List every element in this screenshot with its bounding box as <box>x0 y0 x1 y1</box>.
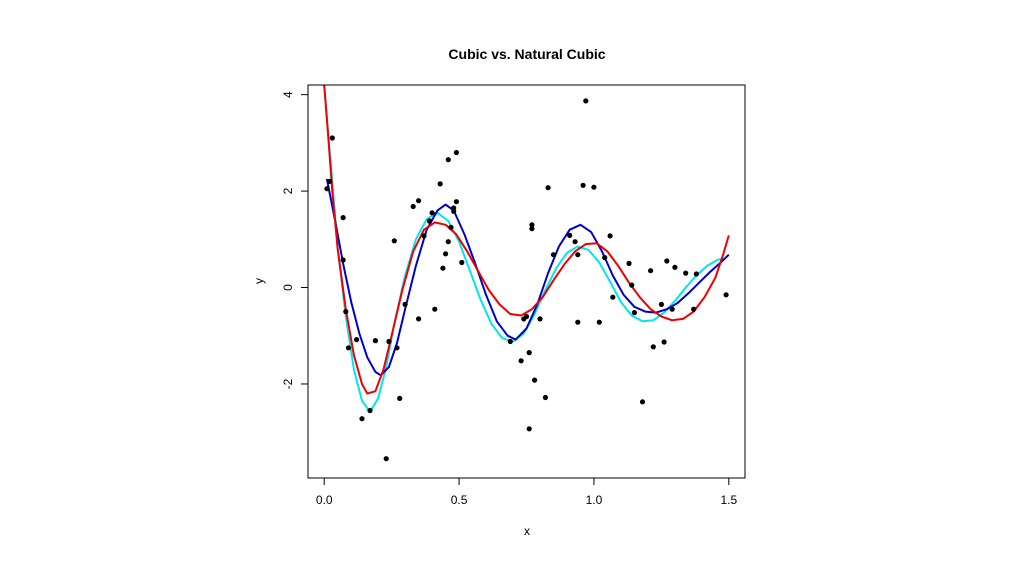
data-point <box>532 377 538 383</box>
data-point <box>610 294 616 300</box>
data-point <box>453 199 459 205</box>
data-point <box>639 399 646 405</box>
data-point <box>664 258 670 264</box>
data-point <box>596 319 602 325</box>
data-point <box>445 239 451 245</box>
data-point <box>723 292 729 298</box>
data-point <box>602 255 608 261</box>
data-point <box>691 306 697 312</box>
x-axis: 0.0 0.5 1.0 1.5 <box>316 477 737 507</box>
data-point <box>591 184 597 190</box>
data-point <box>448 224 454 230</box>
x-tick-label: 1.0 <box>586 493 603 507</box>
data-point <box>416 198 422 204</box>
data-point <box>648 268 654 274</box>
plot-frame <box>307 84 746 479</box>
y-tick-label: 0 <box>281 284 295 291</box>
data-point <box>575 252 581 258</box>
data-point <box>693 271 700 277</box>
data-point <box>523 313 530 320</box>
data-point <box>526 350 532 356</box>
data-point <box>372 338 378 344</box>
data-point <box>327 178 333 184</box>
data-point <box>324 186 330 192</box>
y-tick-label: 2 <box>281 187 295 194</box>
data-point <box>518 358 524 364</box>
data-point <box>583 98 589 104</box>
data-point <box>367 407 373 414</box>
data-point <box>529 222 535 228</box>
data-point <box>394 345 400 351</box>
data-point <box>354 337 360 343</box>
data-point <box>421 233 427 239</box>
data-point <box>529 226 535 232</box>
x-tick-label: 0.0 <box>316 493 333 507</box>
data-point <box>545 185 551 191</box>
data-point <box>432 306 438 312</box>
data-point <box>343 309 349 315</box>
x-tick-label: 0.5 <box>451 493 468 507</box>
data-point <box>537 316 543 322</box>
data-point <box>445 157 451 163</box>
x-tick-label: 1.5 <box>720 493 737 507</box>
y-tick-label: 4 <box>281 91 295 98</box>
data-point <box>669 306 675 312</box>
data-point <box>451 208 457 214</box>
data-point <box>429 210 435 216</box>
data-point <box>567 232 573 238</box>
data-point <box>459 259 465 266</box>
data-point <box>453 149 459 156</box>
fit-curve-2 <box>325 178 730 377</box>
data-point <box>658 301 665 307</box>
data-point <box>426 218 432 224</box>
data-point <box>359 416 365 422</box>
data-point <box>626 260 632 266</box>
data-point <box>397 395 403 401</box>
data-point <box>507 338 513 345</box>
data-point <box>402 301 408 307</box>
data-point <box>607 233 613 239</box>
y-tick-label: -2 <box>281 378 295 389</box>
curves <box>323 85 730 413</box>
data-point <box>661 339 667 345</box>
data-point <box>550 252 557 258</box>
data-point <box>443 251 449 257</box>
data-point <box>440 265 446 271</box>
data-point <box>683 270 689 276</box>
data-point <box>526 426 532 432</box>
fit-curve-3 <box>323 85 730 395</box>
data-point <box>542 394 549 401</box>
data-point <box>575 319 581 325</box>
data-point <box>383 456 389 462</box>
data-point <box>629 282 635 288</box>
chart-title: Cubic vs. Natural Cubic <box>448 46 605 62</box>
data-point <box>340 215 346 221</box>
data-point <box>345 345 352 351</box>
data-point <box>631 310 638 316</box>
y-axis: -2 0 2 4 <box>281 91 309 389</box>
data-point <box>572 239 578 245</box>
data-point <box>437 181 443 187</box>
data-point <box>650 344 656 350</box>
data-point <box>386 338 392 345</box>
data-point <box>329 135 335 141</box>
x-axis-label: x <box>524 524 530 538</box>
data-point <box>416 316 422 322</box>
y-axis-label: y <box>252 278 266 284</box>
scatter-points <box>324 98 729 462</box>
data-point <box>391 238 397 244</box>
data-point <box>340 257 346 263</box>
data-point <box>410 203 416 210</box>
data-point <box>672 264 678 270</box>
data-point <box>580 182 586 188</box>
